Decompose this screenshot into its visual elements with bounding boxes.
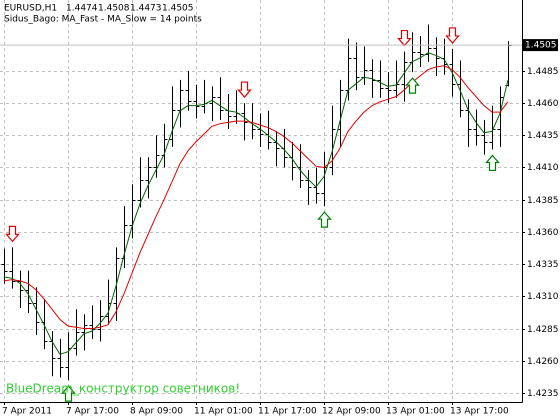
y-tick-label: 1.4460 (527, 99, 559, 109)
last-high: 1.4508 (98, 4, 130, 14)
sell-arrow (397, 29, 412, 47)
y-tick-label: 1.4260 (527, 357, 559, 367)
moving-average (3, 65, 509, 330)
sell-arrow (237, 81, 252, 98)
x-tick-label: 7 Apr 17:00 (66, 407, 119, 417)
x-tick-label: 7 Apr 2011 (2, 407, 52, 417)
y-tick-label: 1.4310 (527, 292, 559, 302)
y-tick-label: 1.4285 (527, 325, 559, 335)
y-tick-label: 1.4360 (527, 228, 559, 238)
watermark: BlueDream_конструктор советников! (6, 382, 240, 396)
price-box (522, 39, 558, 52)
last-close: 1.4505 (162, 4, 194, 14)
y-tick-label: 1.4385 (527, 196, 559, 206)
y-tick-label: 1.4485 (527, 67, 559, 77)
y-tick-label: 1.4410 (527, 163, 559, 173)
x-tick-label: 8 Apr 09:00 (130, 407, 183, 417)
sell-arrow (5, 225, 20, 243)
x-tick-label: 12 Apr 09:00 (322, 407, 381, 417)
x-tick-label: 11 Apr 01:00 (194, 407, 253, 417)
y-tick-label: 1.4435 (527, 131, 559, 141)
sell-arrow (445, 27, 460, 44)
indicator-label: Sidus_Bago: MA_Fast - MA_Slow = 14 point… (4, 15, 202, 25)
x-tick-label: 13 Apr 01:00 (386, 407, 445, 417)
plot (1, 24, 512, 402)
buy-arrow (485, 154, 500, 172)
moving-average (3, 52, 509, 355)
y-tick-label: 1.4235 (527, 389, 559, 399)
y-tick-label: 1.4335 (527, 260, 559, 270)
x-tick-label: 13 Apr 17:00 (450, 407, 509, 417)
buy-arrow (317, 211, 332, 228)
buy-arrow (61, 385, 76, 402)
last-low: 1.4473 (130, 4, 162, 14)
buy-arrow (405, 77, 420, 94)
price-label: 1.4505 (525, 41, 557, 51)
last-open: 1.4474 (66, 4, 98, 14)
chart-title: EURUSD,H1 (4, 4, 57, 14)
x-tick-label: 11 Apr 17:00 (258, 407, 317, 417)
